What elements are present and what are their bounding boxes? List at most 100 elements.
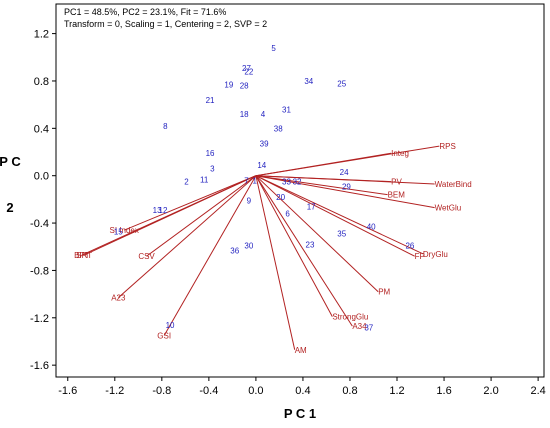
observation-label: 8 <box>163 122 168 131</box>
chart-header-line-2: Transform = 0, Scaling = 1, Centering = … <box>64 19 267 29</box>
variable-vector <box>163 175 257 336</box>
x-tick-label: 0.4 <box>295 385 310 397</box>
y-axis-title-line-1: P C <box>0 154 21 169</box>
observation-label: 18 <box>240 110 249 119</box>
observation-label: 30 <box>244 242 253 251</box>
variable-label: Integ <box>391 149 409 158</box>
observation-label: 33 <box>282 178 291 187</box>
variable-vector <box>255 175 353 327</box>
x-tick-label: 0.0 <box>248 385 263 397</box>
y-tick-label: 0.0 <box>34 171 49 183</box>
observation-label: 21 <box>206 96 215 105</box>
variable-vector <box>255 175 388 196</box>
variable-label: BEM <box>388 191 406 200</box>
observation-label: 7 <box>244 176 249 185</box>
observation-label: 23 <box>306 240 315 249</box>
observation-label: 11 <box>200 175 209 184</box>
x-tick-label: -0.8 <box>152 385 171 397</box>
x-tick-label: 2.4 <box>530 385 545 397</box>
observation-label: 40 <box>367 223 376 232</box>
x-tick-label: 0.8 <box>342 385 357 397</box>
variable-label: SI Index <box>110 226 139 235</box>
x-tick-label: 1.6 <box>436 385 451 397</box>
observation-label: 4 <box>261 110 266 119</box>
variable-vector <box>255 175 435 209</box>
observation-label: 3 <box>210 165 215 174</box>
observation-label: 13 <box>153 206 162 215</box>
observation-points-layer: 1234567891011121314151617181920212223242… <box>114 44 415 332</box>
observation-label: 12 <box>159 206 168 215</box>
variable-label: DryGlu <box>423 250 448 259</box>
variable-vector <box>255 175 333 317</box>
y-tick-label: 0.4 <box>34 123 49 135</box>
observation-label: 9 <box>247 197 252 206</box>
observation-label: 6 <box>285 210 290 219</box>
variable-vector <box>255 175 379 293</box>
observation-label: 2 <box>184 178 189 187</box>
observation-label: 25 <box>337 79 346 88</box>
variable-label: WetGlu <box>435 204 462 213</box>
variable-label: BPT <box>74 251 90 260</box>
variable-label: RPS <box>439 142 455 151</box>
observation-label: 15 <box>114 227 123 236</box>
x-tick-label: -1.2 <box>105 385 124 397</box>
observation-label: 24 <box>340 168 349 177</box>
variable-label: CSV <box>138 252 155 261</box>
axis-ticks-layer: -1.6 -1.2 -0.8 -0.4 0.0 0.4 0.8 1.2 1.6 2.0 2.4 1.2… <box>30 29 546 397</box>
variable-vector <box>255 175 424 255</box>
x-tick-label: 1.2 <box>389 385 404 397</box>
observation-label: 5 <box>271 44 276 53</box>
y-tick-label: 0.8 <box>34 76 49 88</box>
observation-label: 35 <box>337 230 346 239</box>
observation-label: 1 <box>253 176 258 185</box>
observation-label: 29 <box>342 182 351 191</box>
variable-vector <box>117 175 257 299</box>
variable-vector <box>146 175 257 257</box>
variable-label: FP <box>415 252 425 261</box>
observation-label: 20 <box>276 193 285 202</box>
y-tick-label: -0.4 <box>30 218 49 230</box>
y-tick-label: -1.2 <box>30 313 49 325</box>
chart-header-line-1: PC1 = 48.5%, PC2 = 23.1%, Fit = 71.6% <box>64 7 226 17</box>
variable-vector <box>255 175 435 185</box>
observation-label: 34 <box>304 77 313 86</box>
variable-vectors-layer: RPSIntegPVWaterBindBEMWetGluDryGluFPPMSt… <box>74 142 472 355</box>
x-axis-title: P C 1 <box>284 406 316 421</box>
variable-label: SRT <box>76 251 92 260</box>
x-tick-label: -0.4 <box>199 385 218 397</box>
y-tick-label: -1.6 <box>30 360 49 372</box>
variable-vector <box>84 175 257 256</box>
observation-label: 31 <box>282 105 291 114</box>
observation-label: 27 <box>242 64 251 73</box>
variable-label: WaterBind <box>435 180 472 189</box>
observation-label: 39 <box>260 140 269 149</box>
x-tick-label: -1.6 <box>58 385 77 397</box>
variable-vector <box>124 175 257 231</box>
variable-label: A34 <box>352 322 367 331</box>
observation-label: 26 <box>405 242 414 251</box>
y-tick-label: -0.8 <box>30 265 49 277</box>
x-tick-label: 2.0 <box>483 385 498 397</box>
observation-label: 32 <box>293 178 302 187</box>
observation-label: 14 <box>257 161 266 170</box>
observation-label: 37 <box>364 323 373 332</box>
variable-label: PM <box>378 288 390 297</box>
variable-vector <box>255 152 392 177</box>
variable-label: A23 <box>111 294 126 303</box>
observation-label: 22 <box>244 67 253 76</box>
observation-label: 28 <box>240 82 249 91</box>
variable-label: StrongGlu <box>332 313 368 322</box>
variable-label: AM <box>295 346 307 355</box>
observation-label: 19 <box>224 81 233 90</box>
variable-label: GSI <box>157 332 171 341</box>
observation-label: 36 <box>230 246 239 255</box>
y-axis-title-line-2: 2 <box>6 200 13 215</box>
observation-label: 16 <box>206 149 215 158</box>
y-tick-label: 1.2 <box>34 29 49 41</box>
observation-label: 38 <box>274 124 283 133</box>
variable-vector <box>255 175 415 257</box>
variable-vector <box>255 175 296 350</box>
observation-label: 10 <box>166 321 175 330</box>
observation-label: 17 <box>307 202 316 211</box>
